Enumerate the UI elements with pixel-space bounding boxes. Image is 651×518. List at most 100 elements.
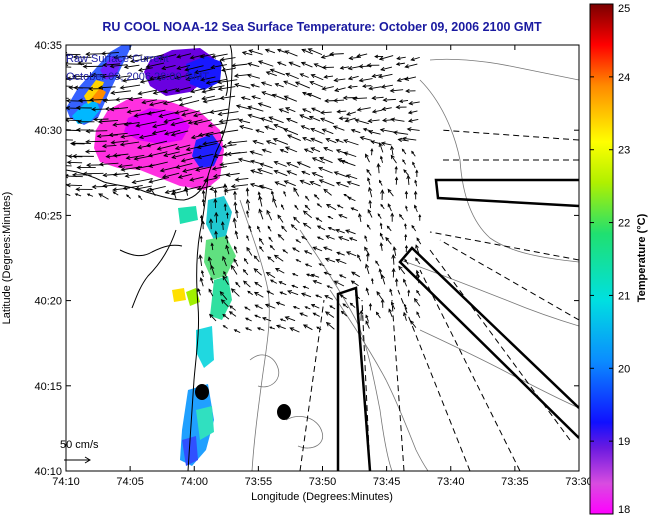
current-vector (407, 110, 418, 115)
current-vector (199, 76, 216, 82)
current-vector (196, 185, 212, 191)
current-vector (368, 199, 372, 209)
current-vector (392, 130, 409, 135)
current-vector (364, 263, 370, 275)
current-vector (93, 117, 109, 122)
current-vector (289, 327, 300, 333)
current-vector (156, 143, 178, 151)
current-vector (406, 127, 420, 132)
y-tick-label: 40:10 (34, 466, 62, 478)
current-vector (402, 159, 406, 165)
current-vector (291, 284, 299, 289)
surface-current-vectors (66, 48, 422, 334)
current-vector (275, 301, 285, 306)
current-vector (240, 96, 251, 101)
current-vector (199, 53, 215, 59)
current-vector (354, 118, 369, 125)
current-vector (404, 258, 409, 265)
current-vector (258, 195, 263, 207)
current-vector (148, 74, 166, 81)
current-vector (184, 65, 204, 72)
current-vector (319, 110, 332, 115)
current-vector (370, 140, 381, 145)
current-vector (354, 294, 361, 300)
current-vector (232, 217, 237, 229)
current-vector (257, 60, 274, 67)
current-vector (295, 259, 302, 263)
current-vector (235, 281, 241, 288)
current-vector (246, 234, 250, 241)
current-vector (238, 118, 251, 124)
current-vector (371, 95, 384, 101)
current-vector (291, 273, 299, 277)
current-vector (265, 71, 277, 77)
current-vector (365, 320, 370, 329)
current-vector (75, 105, 92, 111)
buoy-marker (277, 404, 291, 420)
current-vector (248, 224, 252, 233)
current-vector (325, 235, 335, 240)
current-vector (193, 68, 214, 75)
current-vector (336, 109, 347, 114)
current-vector (304, 306, 311, 310)
current-vector (259, 162, 273, 169)
current-vector (66, 139, 73, 141)
current-vector (100, 74, 118, 79)
current-vector (244, 306, 251, 311)
current-vector (359, 309, 364, 321)
current-vector (121, 78, 140, 83)
current-vector (312, 312, 320, 317)
current-vector (219, 129, 239, 135)
current-vector (313, 194, 320, 200)
current-vector (244, 317, 252, 322)
colorbar: 25 24 23 22 21 20 19 18 Temperature (°C) (589, 3, 648, 516)
current-vector (148, 101, 165, 107)
current-vector (119, 84, 141, 90)
current-vector (174, 86, 191, 93)
current-vector (376, 162, 381, 174)
current-vector (285, 72, 299, 80)
current-vector (124, 173, 140, 178)
current-vector (283, 95, 297, 102)
current-vector (201, 95, 216, 101)
current-vector (66, 173, 83, 179)
current-vector (253, 291, 264, 298)
current-vector (254, 304, 263, 310)
current-vector (102, 98, 118, 103)
current-vector (403, 278, 408, 287)
current-vector (212, 173, 229, 179)
current-vector (304, 204, 311, 211)
current-vector (265, 140, 277, 145)
current-vector (184, 185, 189, 196)
current-vector (333, 98, 345, 103)
current-vector (284, 146, 298, 153)
current-vector (175, 163, 193, 169)
current-vector (272, 197, 278, 208)
current-vector (412, 161, 416, 169)
current-vector (234, 177, 249, 182)
current-vector (296, 161, 311, 169)
current-vector (292, 247, 300, 253)
current-vector (312, 246, 323, 252)
current-vector (241, 51, 253, 56)
current-vector (66, 117, 73, 119)
current-vector (364, 246, 370, 256)
current-vector (405, 88, 416, 94)
current-vector (273, 169, 288, 177)
current-vector (233, 245, 238, 254)
current-vector (101, 143, 117, 149)
current-vector (413, 190, 418, 200)
current-vector (346, 111, 356, 116)
current-vector (395, 62, 405, 66)
current-vector (339, 65, 350, 70)
current-vector (309, 81, 324, 88)
current-vector (276, 48, 286, 53)
current-vector (390, 117, 405, 122)
scale-arrowhead (84, 456, 91, 464)
current-vector (415, 169, 419, 177)
y-tick-label: 40:30 (34, 125, 62, 137)
current-vector (293, 216, 300, 224)
current-vector (335, 181, 349, 188)
current-vector (271, 93, 288, 101)
current-vector (223, 203, 227, 211)
